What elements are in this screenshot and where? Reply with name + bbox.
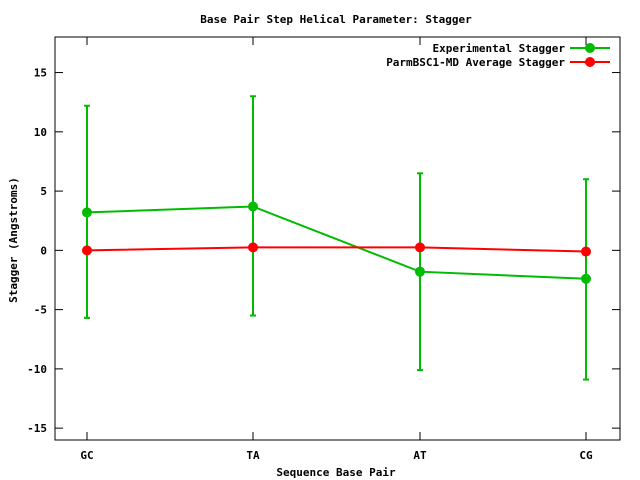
legend-marker: [585, 43, 595, 53]
series-line: [86, 205, 587, 280]
y-tick-label: 0: [40, 244, 47, 257]
legend-marker: [585, 57, 595, 67]
x-tick-label: GC: [80, 449, 93, 462]
data-point: [248, 201, 258, 212]
plot-frame: [54, 36, 621, 441]
series-md-average: [82, 242, 591, 257]
x-tick-label: TA: [246, 449, 260, 462]
y-tick-label: 10: [34, 126, 47, 139]
plot-series: [82, 95, 591, 381]
series-experimental: [82, 95, 591, 381]
legend-label: ParmBSC1-MD Average Stagger: [386, 56, 565, 69]
data-point: [415, 266, 425, 277]
y-tick-label: 15: [34, 67, 47, 80]
y-tick-label: -5: [34, 304, 47, 317]
chart-title: Base Pair Step Helical Parameter: Stagge…: [200, 13, 472, 26]
data-point: [82, 207, 92, 218]
y-tick-label: -10: [27, 363, 47, 376]
legend-label: Experimental Stagger: [433, 42, 566, 55]
x-tick-label: CG: [579, 449, 593, 462]
x-axis-label: Sequence Base Pair: [276, 466, 396, 479]
data-point: [248, 242, 258, 253]
x-axis-ticks: GC TA AT CG: [80, 37, 593, 462]
data-point: [82, 245, 92, 256]
data-point: [581, 273, 591, 284]
data-point: [415, 242, 425, 253]
series-line: [86, 246, 587, 253]
y-axis-ticks: -15 -10 -5 0 5 10 15: [27, 67, 620, 435]
x-tick-label: AT: [413, 449, 427, 462]
y-axis-label: Stagger (Angstroms): [7, 177, 20, 303]
y-tick-label: -15: [27, 422, 47, 435]
data-point: [581, 246, 591, 257]
y-tick-label: 5: [40, 185, 47, 198]
